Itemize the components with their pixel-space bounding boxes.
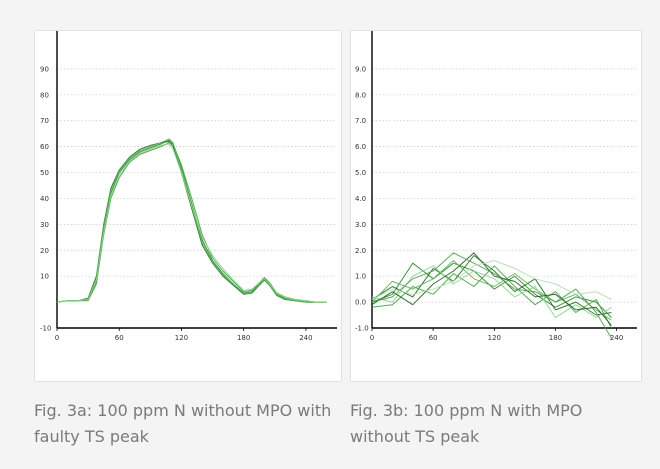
x-tick-label: 120 xyxy=(175,334,188,342)
y-tick-label: 70 xyxy=(40,117,49,125)
y-tick-label: 3.0 xyxy=(355,221,366,229)
y-tick-label: 4.0 xyxy=(355,195,366,203)
y-tick-label: 6.0 xyxy=(355,143,366,151)
chart-panel-3b: -1.0 0.0 1.0 2.0 3.0 4.0 5.0 6.0 7.0 8.0 9.0 0 60 120… xyxy=(350,30,642,382)
x-tick-label: 60 xyxy=(429,334,438,342)
y-tick-label: -1.0 xyxy=(355,325,369,333)
y-tick-label: 0.0 xyxy=(355,299,366,307)
series-line xyxy=(56,142,327,303)
y-tick-label: 50 xyxy=(40,169,49,177)
y-tick-label: 40 xyxy=(40,195,49,203)
y-tick-label: 20 xyxy=(40,247,49,255)
y-tick-label: 9.0 xyxy=(355,65,366,73)
series-line xyxy=(371,265,612,329)
series-line xyxy=(371,255,612,316)
series-line xyxy=(371,252,612,339)
series-line xyxy=(56,141,327,303)
series-line xyxy=(371,260,612,300)
chart-3a: -10 10 20 30 40 50 60 70 80 90 0 60 120 180 240 xyxy=(40,31,337,342)
y-tick-label: 30 xyxy=(40,221,49,229)
chart-3b: -1.0 0.0 1.0 2.0 3.0 4.0 5.0 6.0 7.0 8.0 9.0 0 60 120… xyxy=(355,31,637,342)
y-tick-label: 8.0 xyxy=(355,91,366,99)
x-tick-label: 60 xyxy=(115,334,124,342)
x-tick-label: 240 xyxy=(610,334,623,342)
series-line xyxy=(56,143,327,303)
x-tick-label: 0 xyxy=(370,334,374,342)
x-tick-label: 180 xyxy=(549,334,562,342)
y-tick-label: 10 xyxy=(40,273,49,281)
y-tick-label: 5.0 xyxy=(355,169,366,177)
chart-panel-3a: -10 10 20 30 40 50 60 70 80 90 0 60 120 180 240 xyxy=(34,30,342,382)
y-tick-label: 80 xyxy=(40,91,49,99)
y-tick-label: 90 xyxy=(40,65,49,73)
y-tick-label: 7.0 xyxy=(355,117,366,125)
x-tick-label: 0 xyxy=(55,334,59,342)
y-tick-label: 60 xyxy=(40,143,49,151)
series-line xyxy=(371,265,612,319)
y-tick-label: 2.0 xyxy=(355,247,366,255)
series-line xyxy=(371,262,612,318)
y-tick-label: -10 xyxy=(40,325,51,333)
caption-3b: Fig. 3b: 100 ppm N with MPO without TS p… xyxy=(350,401,583,446)
x-tick-label: 120 xyxy=(488,334,501,342)
y-tick-label: 1.0 xyxy=(355,273,366,281)
x-tick-label: 180 xyxy=(237,334,250,342)
caption-3a: Fig. 3a: 100 ppm N without MPO with faul… xyxy=(34,401,332,446)
x-tick-label: 240 xyxy=(299,334,312,342)
series-line xyxy=(371,252,612,326)
